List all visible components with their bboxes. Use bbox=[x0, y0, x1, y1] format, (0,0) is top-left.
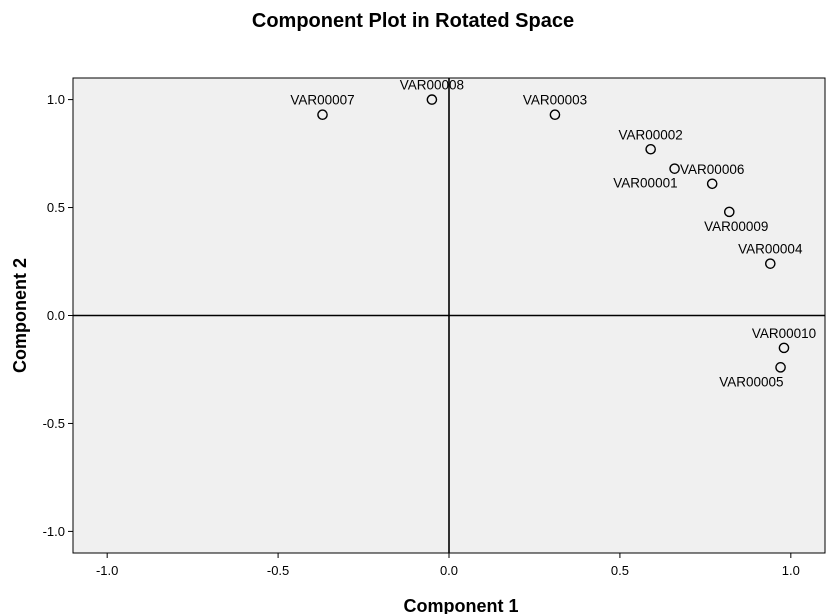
x-axis-title: Component 1 bbox=[404, 596, 519, 614]
x-tick-label: -0.5 bbox=[267, 563, 289, 578]
data-label-var00003: VAR00003 bbox=[523, 93, 587, 108]
data-point-var00010 bbox=[778, 342, 790, 354]
data-point-var00008 bbox=[426, 94, 438, 105]
data-point-var00004 bbox=[765, 258, 776, 269]
data-label-var00009: VAR00009 bbox=[704, 219, 768, 234]
chart-title: Component Plot in Rotated Space bbox=[251, 10, 575, 32]
y-tick-label: 1.0 bbox=[47, 92, 65, 107]
data-point-var00006 bbox=[706, 178, 718, 190]
data-point-var00002 bbox=[645, 143, 656, 155]
data-label-var00007: VAR00007 bbox=[290, 93, 354, 108]
data-label-var00001: VAR00001 bbox=[613, 176, 677, 191]
data-label-var00010: VAR00010 bbox=[752, 326, 816, 341]
x-tick-label: 0.0 bbox=[440, 563, 458, 578]
data-point-var00005 bbox=[775, 362, 786, 373]
x-tick-label: 0.5 bbox=[611, 563, 629, 578]
data-point-var00007 bbox=[317, 109, 328, 121]
x-tick-label: -1.0 bbox=[96, 563, 118, 578]
axes-layer: -1.0 -0.5 0.0 0.5 1.0 1.0 0.5 0.0 -0.5 -1.0 bbox=[43, 78, 825, 578]
data-point-var00009 bbox=[723, 206, 735, 218]
data-label-var00005: VAR00005 bbox=[719, 374, 783, 389]
data-label-var00008: VAR00008 bbox=[400, 78, 464, 93]
y-tick-label: 0.0 bbox=[47, 308, 65, 323]
x-tick-label: 1.0 bbox=[782, 563, 800, 578]
points-layer: VAR00001 VAR00002 VAR00003 VAR00004 VAR00005… bbox=[290, 78, 816, 390]
y-axis-title: Component 2 bbox=[10, 258, 30, 373]
data-label-var00004: VAR00004 bbox=[738, 242, 803, 257]
data-label-var00006: VAR00006 bbox=[680, 162, 744, 177]
y-tick-label: -0.5 bbox=[43, 416, 65, 431]
data-label-var00002: VAR00002 bbox=[619, 127, 683, 142]
y-tick-label: -1.0 bbox=[43, 524, 65, 539]
data-point-var00001 bbox=[669, 163, 680, 174]
y-tick-label: 0.5 bbox=[47, 200, 65, 215]
data-point-var00003 bbox=[549, 109, 561, 121]
